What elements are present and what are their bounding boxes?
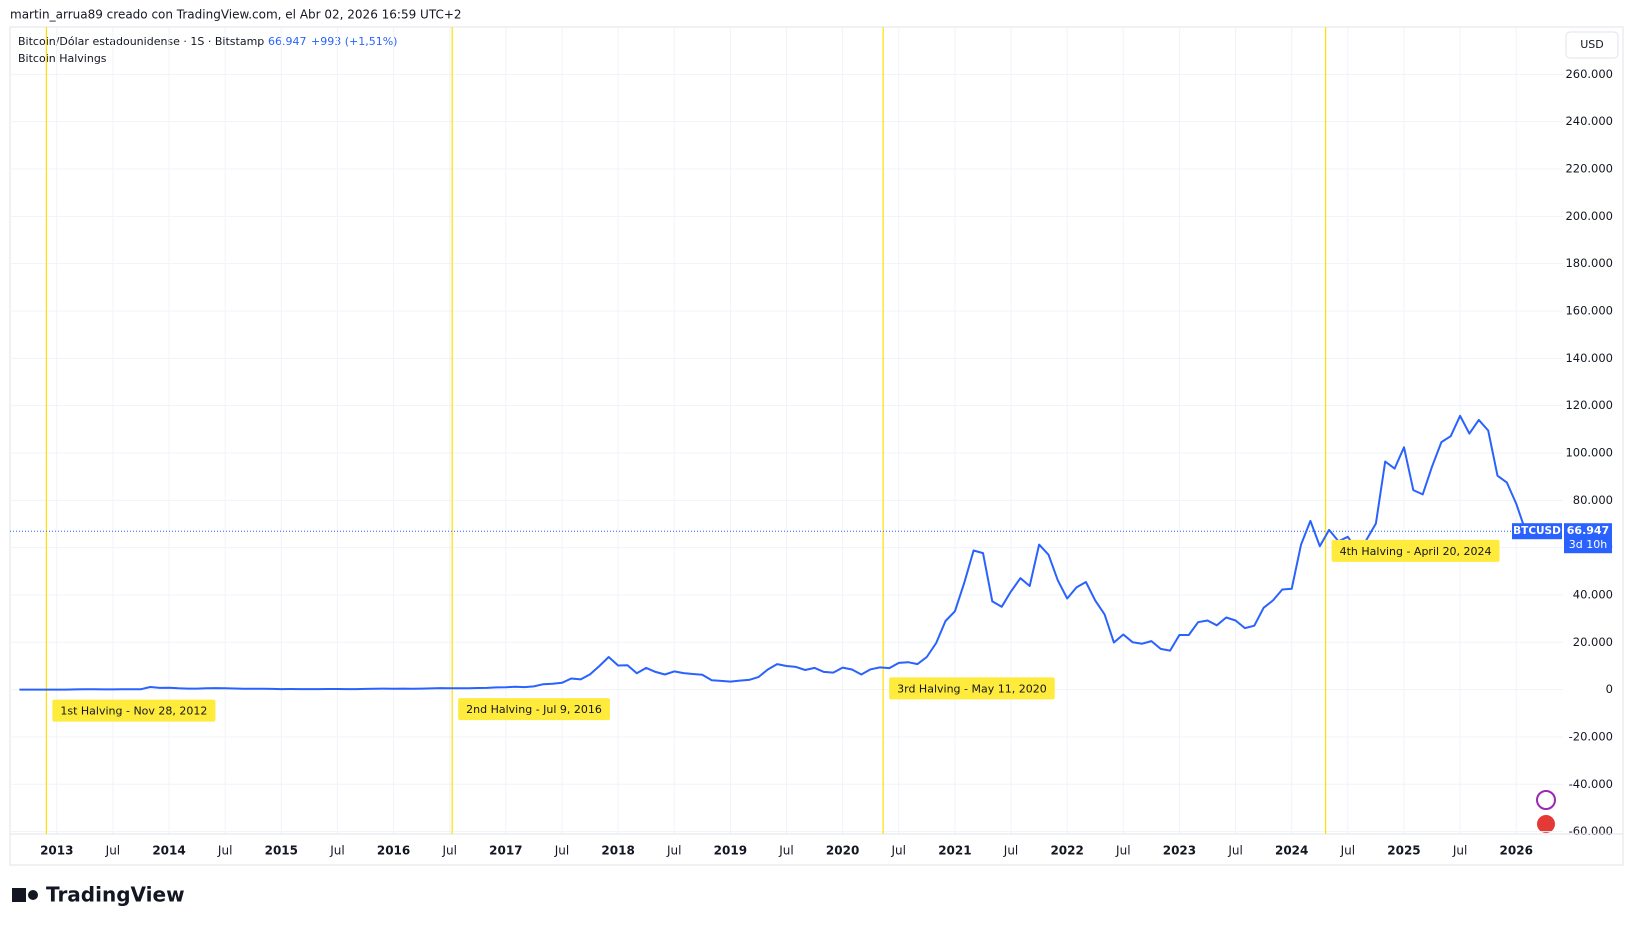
y-tick-label: 180.000 — [1565, 256, 1613, 270]
logo — [12, 888, 38, 902]
icon[interactable] — [1536, 790, 1556, 810]
price-tag-countdown: 3d 10h — [1569, 538, 1607, 551]
y-tick-label: 20.000 — [1573, 635, 1613, 649]
legend-price: 66.947 — [268, 35, 307, 48]
halving-label-box — [458, 698, 610, 721]
currency-button[interactable] — [1565, 31, 1619, 59]
author-line: martin_arrua89 creado con TradingView.co… — [10, 8, 462, 22]
x-tick-label: Jul — [554, 844, 569, 858]
halving-label-box — [52, 699, 216, 722]
y-tick-label: 160.000 — [1565, 303, 1613, 317]
symbol: Bitcoin/Dólar estadounidense · 1S · Bits… — [18, 35, 264, 48]
frame — [9, 26, 1624, 866]
brand: TradingView — [46, 883, 185, 907]
x-tick-label: Jul — [1003, 844, 1018, 858]
x-tick-label: 2013 — [40, 844, 73, 858]
price-tag-value: 66.947 — [1567, 524, 1609, 537]
symbol-tag-text: BTCUSD — [1513, 525, 1561, 537]
x-tick-label: 2018 — [601, 844, 634, 858]
legend-change: +993 (+1,51%) — [311, 35, 397, 48]
x-tick-label: Jul — [1340, 844, 1355, 858]
y-tick-label: 0 — [1606, 682, 1613, 696]
x-tick-label: Jul — [217, 844, 232, 858]
halving-label: 1st Halving - Nov 28, 2012 — [60, 705, 207, 718]
x-tick-label: Jul — [441, 844, 456, 858]
x-tick-label: Jul — [778, 844, 793, 858]
x-tick-label: 2017 — [489, 844, 522, 858]
x-tick-label: Jul — [666, 844, 681, 858]
x-tick-label: 2016 — [377, 844, 410, 858]
y-tick-label: 200.000 — [1565, 209, 1613, 223]
x-tick-label: 2025 — [1387, 844, 1420, 858]
currency: USD — [1580, 38, 1604, 51]
y-tick-label: 40.000 — [1573, 587, 1613, 601]
x-tick-label: Jul — [1452, 844, 1467, 858]
x-tick-label: 2014 — [152, 844, 185, 858]
x-tick-label: Jul — [329, 844, 344, 858]
x-tick-label: Jul — [1115, 844, 1130, 858]
x-tick-label: 2021 — [938, 844, 971, 858]
indicator-name: Bitcoin Halvings — [18, 52, 107, 65]
halving-label-box — [1331, 539, 1500, 562]
x-tick-label: Jul — [891, 844, 906, 858]
y-tick-label: 240.000 — [1565, 114, 1613, 128]
y-tick-label: 120.000 — [1565, 398, 1613, 412]
price-tag — [1564, 523, 1612, 554]
x-tick-label: 2023 — [1163, 844, 1196, 858]
halving-label-box — [889, 677, 1055, 700]
x-tick-label: 2024 — [1275, 844, 1308, 858]
x-tick-label: 2020 — [826, 844, 859, 858]
x-tick-label: 2026 — [1500, 844, 1533, 858]
x-tick-label: Jul — [1227, 844, 1242, 858]
y-tick-label: -20.000 — [1569, 729, 1613, 743]
halving-label: 4th Halving - April 20, 2024 — [1340, 545, 1492, 558]
x-tick-label: 2022 — [1050, 844, 1083, 858]
x-tick-label: 2015 — [265, 844, 298, 858]
y-tick-label: 140.000 — [1565, 351, 1613, 365]
y-tick-label: -60.000 — [1569, 824, 1613, 838]
y-tick-label: -40.000 — [1569, 777, 1613, 791]
y-tick-label: 80.000 — [1573, 493, 1613, 507]
halving-label: 2nd Halving - Jul 9, 2016 — [466, 703, 602, 716]
halving-label: 3rd Halving - May 11, 2020 — [897, 682, 1047, 695]
icon[interactable] — [1537, 815, 1555, 833]
symbol-tag — [1512, 523, 1562, 540]
x-tick-label: 2019 — [714, 844, 747, 858]
y-tick-label: 260.000 — [1565, 67, 1613, 81]
x-tick-label: Jul — [105, 844, 120, 858]
y-tick-label: 220.000 — [1565, 161, 1613, 175]
price-line — [19, 414, 1535, 691]
y-tick-label: 100.000 — [1565, 445, 1613, 459]
